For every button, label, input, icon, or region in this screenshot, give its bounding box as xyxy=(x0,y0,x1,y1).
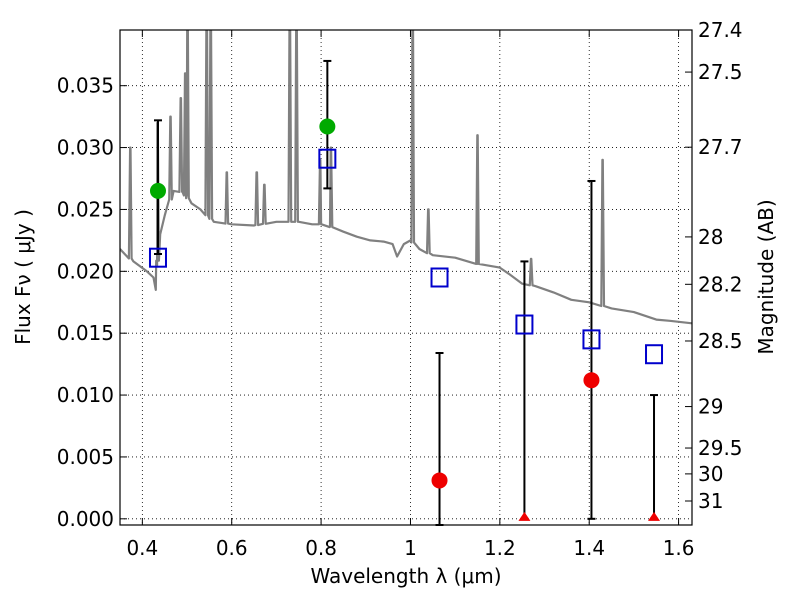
y-tick-label: 0.010 xyxy=(57,383,114,407)
upper-limit-triangle xyxy=(518,511,531,521)
x-tick-label: 1.6 xyxy=(663,536,695,560)
x-axis-label: Wavelength λ (μm) xyxy=(310,564,501,588)
x-tick-label: 1.2 xyxy=(484,536,516,560)
right-tick-labels: 27.4 27.5 27.7 28 28.2 28.5 29 29.530 31 xyxy=(698,18,743,513)
y-tick-label: 0.025 xyxy=(57,197,114,221)
open-square-point xyxy=(645,344,664,365)
spectrum-line xyxy=(120,30,692,325)
right-tick-label: 28 xyxy=(698,225,723,249)
open-square-point xyxy=(430,267,449,288)
model-spectrum xyxy=(120,30,692,325)
filled-circle-point xyxy=(583,372,600,389)
y-tick-label: 0.015 xyxy=(57,321,114,345)
right-tick-label: 29 xyxy=(698,395,723,419)
y-tick-label: 0.005 xyxy=(57,445,114,469)
right-tick-label: 28.2 xyxy=(698,272,743,296)
right-tick-label: 27.7 xyxy=(698,135,743,159)
open-square-point xyxy=(582,329,601,350)
y-tick-label: 0.035 xyxy=(57,74,114,98)
y-tick-label: 0.000 xyxy=(57,507,114,531)
grid xyxy=(120,30,692,525)
filled-circle-point xyxy=(319,118,336,135)
y-axis-label-left: Flux Fν ( μJy ) xyxy=(11,209,35,345)
upper-limit-triangle xyxy=(648,511,661,521)
filled-circle-point xyxy=(431,472,448,489)
x-tick-labels: 0.4 0.6 0.8 1 1.2 1.4 1.6 xyxy=(126,536,694,560)
error-bars xyxy=(153,59,659,526)
plot-frame xyxy=(119,29,693,526)
x-tick-label: 0.6 xyxy=(216,536,248,560)
ticks xyxy=(120,29,692,525)
right-tick-label: 28.5 xyxy=(698,329,743,353)
y-tick-label: 0.020 xyxy=(57,259,114,283)
x-tick-label: 0.4 xyxy=(126,536,158,560)
y-tick-labels: 0.000 0.005 0.010 0.015 0.020 0.025 0.030 0.035 xyxy=(57,74,114,531)
open-square-point xyxy=(318,148,337,169)
right-tick-label: 29.5 xyxy=(698,436,743,460)
right-tick-label: 30 xyxy=(698,462,723,486)
open-square-point xyxy=(515,314,534,335)
filled-circle-point xyxy=(149,182,166,199)
data-markers xyxy=(148,118,664,521)
x-tick-label: 1 xyxy=(404,536,417,560)
open-square-point xyxy=(148,247,167,268)
x-tick-label: 0.8 xyxy=(305,536,337,560)
x-tick-label: 1.4 xyxy=(573,536,605,560)
y-tick-label: 0.030 xyxy=(57,136,114,160)
right-tick-label: 31 xyxy=(698,489,723,513)
y-axis-label-right: Magnitude (AB) xyxy=(754,199,778,354)
right-tick-label: 27.5 xyxy=(698,60,743,84)
right-tick-label: 27.4 xyxy=(698,18,743,42)
